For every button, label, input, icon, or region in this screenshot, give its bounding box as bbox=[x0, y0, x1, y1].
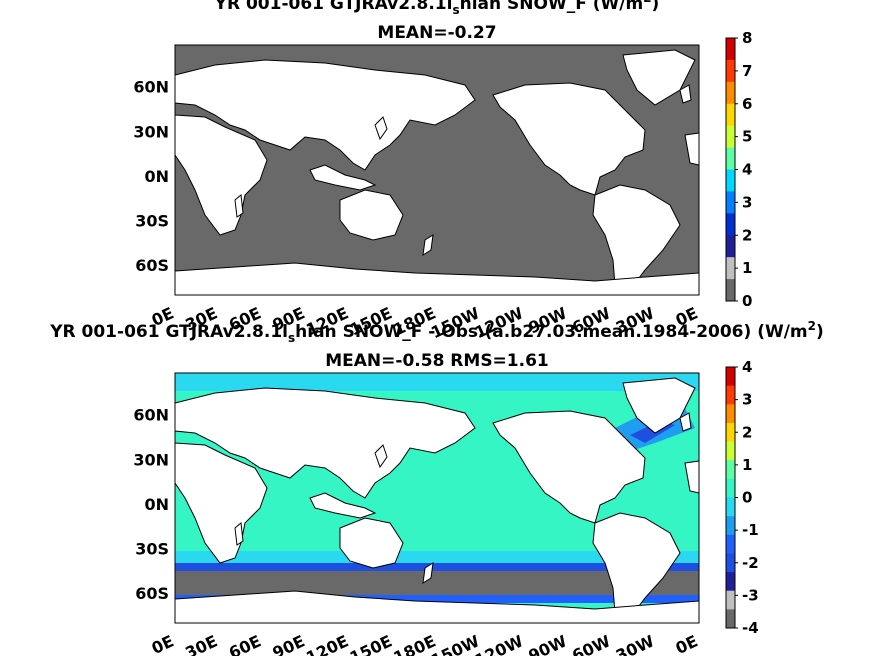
y-tick-label: 30N bbox=[133, 122, 169, 141]
panel-1-colorbar: 8 7 6 5 4 3 2 1 0 bbox=[725, 29, 752, 310]
colorbar-swatch bbox=[726, 590, 735, 610]
y-tick-label: 30S bbox=[135, 212, 169, 231]
colorbar-tick-label: -3 bbox=[742, 586, 759, 604]
colorbar-tick-label: 2 bbox=[742, 423, 752, 441]
panel-1-title: YR 001-061 GTJRAv2.8.1lshian SNOW_F (W/m… bbox=[214, 0, 660, 17]
colorbar-swatch bbox=[726, 38, 735, 61]
panel-2-colorbar: 4 3 2 1 0 -1 -2 -3 -4 bbox=[725, 358, 759, 637]
colorbar-swatch bbox=[726, 169, 735, 192]
colorbar-swatch bbox=[726, 125, 735, 149]
colorbar-swatch bbox=[726, 147, 735, 170]
panel-2-map bbox=[174, 372, 700, 624]
colorbar-tick-label: 0 bbox=[742, 489, 752, 507]
panel-1-frame bbox=[174, 44, 700, 296]
colorbar-swatch bbox=[726, 213, 735, 236]
colorbar-swatch bbox=[726, 235, 735, 258]
panel-2: YR 001-061 GTJRAv2.8.1lshian SNOW_F - Ob… bbox=[49, 319, 824, 656]
panel-1: YR 001-061 GTJRAv2.8.1lshian SNOW_F (W/m… bbox=[133, 0, 752, 342]
x-tick-label: 150E bbox=[347, 631, 395, 656]
colorbar-tick-label: 3 bbox=[742, 193, 752, 211]
x-tick-label: 30E bbox=[182, 631, 220, 656]
x-tick-label: 90E bbox=[270, 631, 308, 656]
y-tick-label: 60S bbox=[135, 584, 169, 603]
x-tick-label: 30W bbox=[613, 631, 658, 656]
colorbar-tick-label: 0 bbox=[742, 292, 752, 310]
colorbar-tick-label: 7 bbox=[742, 62, 752, 80]
colorbar-swatch bbox=[726, 460, 735, 480]
y-tick-label: 30N bbox=[133, 450, 169, 469]
y-tick-label: 60N bbox=[133, 406, 169, 425]
colorbar-tick-label: 1 bbox=[742, 259, 752, 277]
colorbar-tick-label: -2 bbox=[742, 554, 759, 572]
colorbar-tick-label: 3 bbox=[742, 391, 752, 409]
colorbar-swatch bbox=[726, 103, 735, 127]
colorbar-tick-label: 2 bbox=[742, 226, 752, 244]
colorbar-swatch bbox=[726, 279, 735, 302]
colorbar-swatch bbox=[726, 385, 735, 405]
x-tick-label: 120E bbox=[303, 631, 351, 656]
colorbar-swatch bbox=[726, 497, 735, 517]
colorbar-swatch bbox=[726, 191, 735, 214]
colorbar-tick-label: 4 bbox=[742, 161, 752, 179]
colorbar-swatch bbox=[726, 404, 735, 424]
panel-2-subtitle: MEAN=-0.58 RMS=1.61 bbox=[325, 351, 549, 371]
panel-1-y-ticks: 60N 30N 0N 30S 60S bbox=[133, 78, 169, 276]
x-tick-label: 60E bbox=[226, 631, 264, 656]
y-tick-label: 60S bbox=[135, 256, 169, 275]
colorbar-swatch bbox=[726, 572, 735, 592]
colorbar-swatch bbox=[726, 81, 735, 105]
x-tick-label: 0E bbox=[673, 631, 701, 656]
y-tick-label: 60N bbox=[133, 78, 169, 97]
y-tick-label: 30S bbox=[135, 540, 169, 559]
x-tick-label: 0E bbox=[149, 631, 177, 656]
panel-2-y-ticks: 60N 30N 0N 30S 60S bbox=[133, 406, 169, 604]
colorbar-tick-label: 5 bbox=[742, 128, 752, 146]
colorbar-swatch bbox=[726, 422, 735, 443]
colorbar-swatch bbox=[726, 478, 735, 498]
colorbar-tick-label: 1 bbox=[742, 456, 752, 474]
y-tick-label: 0N bbox=[144, 495, 169, 514]
colorbar-swatch bbox=[726, 367, 735, 387]
colorbar-swatch bbox=[726, 609, 735, 629]
panel-1-map bbox=[174, 44, 700, 296]
x-tick-label: 90W bbox=[525, 631, 570, 656]
colorbar-swatch bbox=[726, 553, 735, 573]
colorbar-tick-label: -4 bbox=[742, 619, 759, 637]
colorbar-swatch bbox=[726, 257, 735, 280]
colorbar-tick-label: 4 bbox=[742, 358, 752, 376]
y-tick-label: 0N bbox=[144, 167, 169, 186]
colorbar-swatch bbox=[726, 59, 735, 83]
x-tick-label: 60W bbox=[569, 631, 614, 656]
panel-1-subtitle: MEAN=-0.27 bbox=[377, 23, 496, 43]
colorbar-swatch bbox=[726, 534, 735, 554]
colorbar-tick-label: 8 bbox=[742, 29, 752, 47]
colorbar-tick-label: -1 bbox=[742, 521, 759, 539]
panel-2-title: YR 001-061 GTJRAv2.8.1lshian SNOW_F - Ob… bbox=[49, 319, 824, 345]
colorbar-swatch bbox=[726, 441, 735, 461]
colorbar-tick-label: 6 bbox=[742, 95, 752, 113]
panel-2-frame bbox=[174, 372, 700, 624]
colorbar-swatch bbox=[726, 516, 735, 536]
